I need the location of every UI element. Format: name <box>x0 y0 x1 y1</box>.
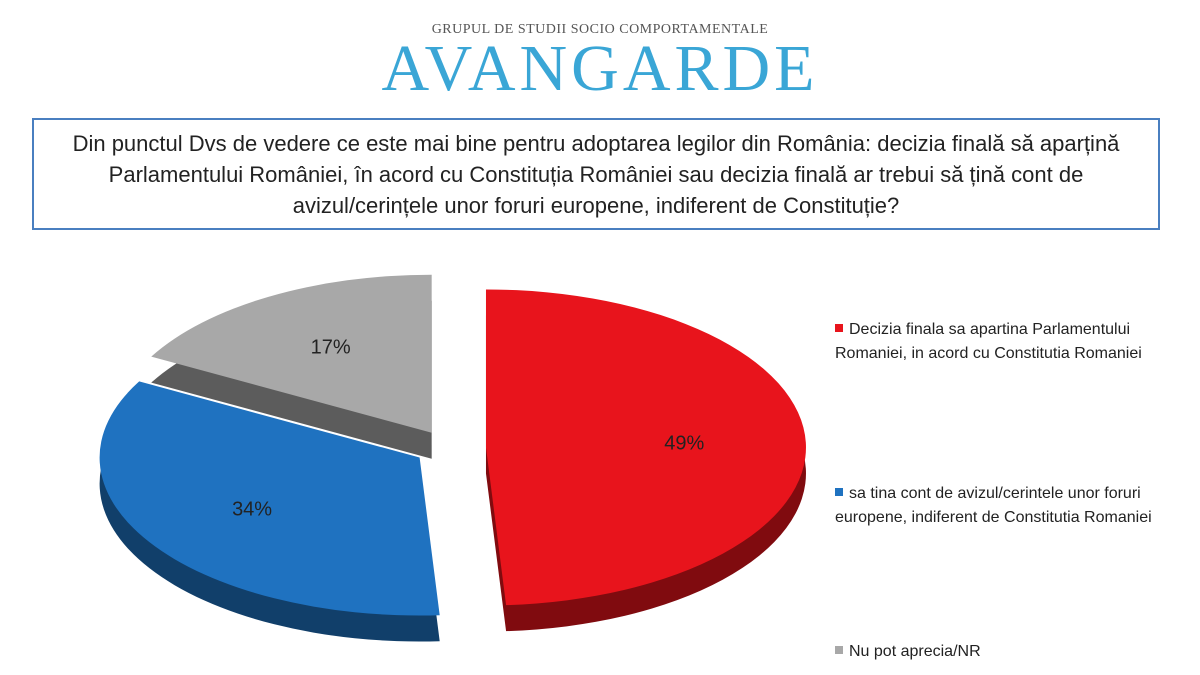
legend-label: Nu pot aprecia/NR <box>849 643 981 660</box>
slice <box>151 274 432 433</box>
slice <box>485 289 806 606</box>
data-label: 34% <box>232 498 272 520</box>
legend-swatch <box>835 646 843 654</box>
data-label: 17% <box>311 337 351 359</box>
slice <box>99 381 440 616</box>
legend-label: Decizia finala sa apartina Parlamentului… <box>835 321 1142 362</box>
chart-title: Din punctul Dvs de vedere ce este mai bi… <box>32 118 1160 230</box>
legend-label: sa tina cont de avizul/cerintele unor fo… <box>835 485 1152 526</box>
brand: AVANGARDE <box>381 32 819 105</box>
legend-entry: sa tina cont de avizul/cerintele unor fo… <box>835 482 1185 530</box>
data-label: 49% <box>664 433 704 455</box>
legend-swatch <box>835 488 843 496</box>
legend-entry: Decizia finala sa apartina Parlamentului… <box>835 318 1185 366</box>
tagline: GRUPUL DE STUDII SOCIO COMPORTAMENTALE <box>431 22 769 37</box>
legend-entry: Nu pot aprecia/NR <box>835 640 1185 664</box>
chart: 49% 34% 17% <box>99 274 806 642</box>
legend-swatch <box>835 324 843 332</box>
